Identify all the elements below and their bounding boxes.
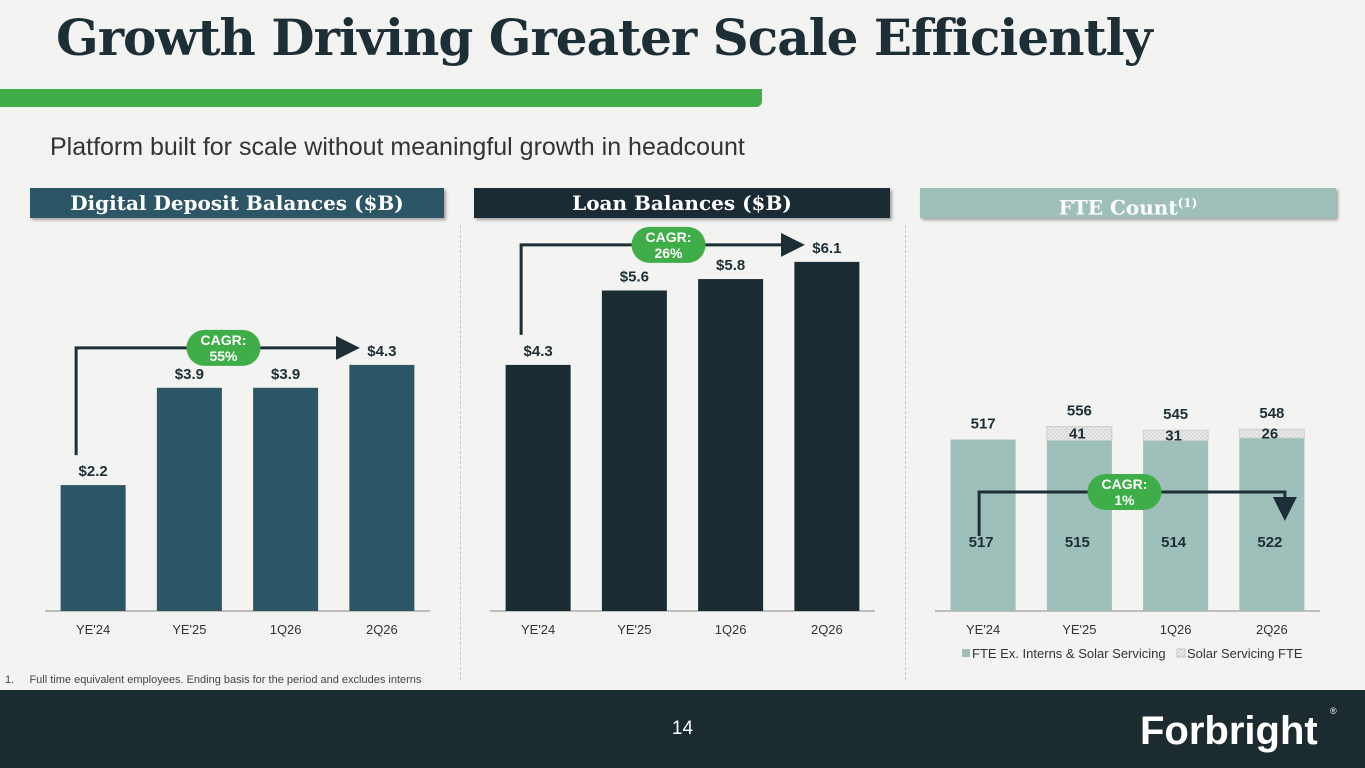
fte-cagr-line2: 1% bbox=[1114, 492, 1135, 508]
fte-tick-label: YE'24 bbox=[966, 622, 1000, 637]
logo-wordmark: Forbright bbox=[1140, 709, 1318, 753]
loan-data-label: $6.1 bbox=[812, 240, 841, 257]
fte-total-label: 545 bbox=[1163, 406, 1188, 423]
loan-bar bbox=[601, 290, 667, 611]
deposit-data-label: $3.9 bbox=[175, 366, 204, 383]
forbright-logo: Forbright ® bbox=[1140, 706, 1337, 753]
loan-data-label: $5.6 bbox=[620, 269, 649, 286]
fte-bar-base bbox=[1239, 437, 1305, 611]
footnote: 1. Full time equivalent employees. Endin… bbox=[5, 674, 422, 686]
deposit-header-label: Digital Deposit Balances ($B) bbox=[70, 191, 404, 215]
fte-header-footnote-mark: (1) bbox=[1177, 196, 1198, 210]
fte-bar-solar bbox=[1046, 426, 1113, 441]
deposit-cagr-arrow bbox=[74, 335, 360, 456]
loan-cagr-arrow bbox=[519, 232, 805, 335]
fte-total-label: 548 bbox=[1259, 405, 1284, 422]
loan-bar bbox=[794, 261, 860, 611]
deposit-tick-label: YE'25 bbox=[172, 622, 206, 637]
fte-total-label: 517 bbox=[971, 416, 996, 433]
fte-solar-label: 31 bbox=[1165, 427, 1182, 444]
loan-bar bbox=[698, 279, 764, 611]
fte-tick-label: 2Q26 bbox=[1256, 622, 1288, 637]
fte-bar-solar bbox=[1142, 429, 1209, 442]
loan-cagr-badge bbox=[631, 226, 706, 263]
loan-tick-label: YE'24 bbox=[521, 622, 555, 637]
deposit-bar bbox=[156, 387, 222, 611]
loan-tick-label: 1Q26 bbox=[715, 622, 747, 637]
loan-header-label: Loan Balances ($B) bbox=[572, 191, 792, 215]
deposit-chart-header: Digital Deposit Balances ($B) bbox=[30, 188, 444, 218]
deposit-tick-label: 1Q26 bbox=[270, 622, 302, 637]
deposit-cagr-line2: 55% bbox=[209, 348, 238, 364]
fte-legend-swatch-solar bbox=[1176, 648, 1186, 658]
fte-base-label: 515 bbox=[1065, 534, 1090, 551]
title-accent-bar bbox=[0, 89, 762, 107]
fte-bar-solar bbox=[1238, 428, 1305, 439]
loan-data-label: $4.3 bbox=[524, 343, 553, 360]
loan-cagr-line1: CAGR: bbox=[646, 229, 692, 245]
fte-tick-label: 1Q26 bbox=[1160, 622, 1192, 637]
fte-header-label: FTE Count bbox=[1058, 195, 1178, 220]
deposit-tick-label: YE'24 bbox=[76, 622, 110, 637]
loan-tick-label: YE'25 bbox=[617, 622, 651, 637]
charts-canvas: $2.2YE'24$3.9YE'25$3.91Q26$4.32Q26CAGR:5… bbox=[45, 226, 1320, 661]
fte-bar-base bbox=[1046, 440, 1112, 611]
deposit-bar bbox=[60, 485, 126, 611]
fte-total-label: 556 bbox=[1067, 403, 1092, 420]
fte-base-label: 517 bbox=[969, 534, 994, 551]
fte-base-label: 514 bbox=[1161, 534, 1187, 551]
loan-cagr-line2: 26% bbox=[654, 245, 683, 261]
page-subtitle: Platform built for scale without meaning… bbox=[50, 133, 745, 161]
page-title: Growth Driving Greater Scale Efficiently bbox=[56, 8, 1153, 67]
fte-cagr-line1: CAGR: bbox=[1102, 476, 1148, 492]
fte-legend-swatch-base bbox=[962, 649, 970, 657]
deposit-data-label: $4.3 bbox=[367, 343, 396, 360]
page-number: 14 bbox=[671, 718, 694, 739]
fte-solar-label: 26 bbox=[1262, 426, 1279, 443]
deposit-data-label: $3.9 bbox=[271, 366, 300, 383]
deposit-cagr-badge bbox=[186, 329, 261, 366]
deposit-tick-label: 2Q26 bbox=[366, 622, 398, 637]
fte-legend-label: Solar Servicing FTE bbox=[1187, 646, 1303, 661]
deposit-data-label: $2.2 bbox=[79, 463, 108, 480]
fte-legend-label: FTE Ex. Interns & Solar Servicing bbox=[972, 646, 1166, 661]
fte-tick-label: YE'25 bbox=[1062, 622, 1096, 637]
chart-divider bbox=[905, 225, 906, 680]
loan-chart-header: Loan Balances ($B) bbox=[474, 188, 890, 218]
deposit-bar bbox=[349, 364, 415, 611]
fte-bar-base bbox=[1143, 440, 1209, 611]
loan-data-label: $5.8 bbox=[716, 257, 745, 274]
loan-tick-label: 2Q26 bbox=[811, 622, 843, 637]
fte-cagr-badge bbox=[1087, 474, 1162, 510]
fte-bar-base bbox=[950, 439, 1016, 611]
deposit-cagr-line1: CAGR: bbox=[201, 332, 247, 348]
footer-bar bbox=[0, 690, 1365, 768]
deposit-bar bbox=[253, 387, 319, 611]
chart-divider bbox=[460, 225, 461, 680]
fte-base-label: 522 bbox=[1257, 534, 1282, 551]
logo-registered-mark: ® bbox=[1330, 706, 1337, 716]
fte-chart-header: FTE Count(1) bbox=[920, 188, 1336, 220]
fte-solar-label: 41 bbox=[1069, 425, 1086, 442]
loan-bar bbox=[505, 364, 571, 611]
